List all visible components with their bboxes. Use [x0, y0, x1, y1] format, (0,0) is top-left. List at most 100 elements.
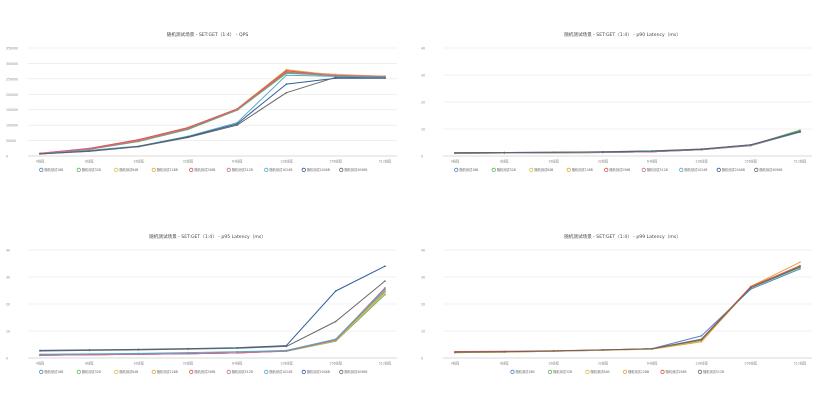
x-tick-label: 8线程	[500, 159, 509, 164]
legend-label[interactable]: 随机测试512B	[703, 369, 724, 374]
legend-marker[interactable]	[716, 167, 721, 172]
data-point	[187, 127, 189, 130]
series-line-9	[39, 76, 386, 155]
legend-marker[interactable]	[114, 369, 119, 374]
data-point	[137, 145, 140, 148]
legend-label[interactable]: 随机测试128B	[628, 369, 649, 374]
legend-marker[interactable]	[39, 369, 44, 374]
legend-marker[interactable]	[114, 167, 119, 172]
legend-marker[interactable]	[189, 369, 194, 374]
series-line-6	[39, 71, 386, 154]
legend-label[interactable]: 随机测试16B	[44, 167, 63, 172]
legend-marker[interactable]	[510, 369, 515, 374]
legend-marker[interactable]	[301, 369, 306, 374]
legend-label[interactable]: 随机测试128B	[157, 167, 178, 172]
y-tick-label: 200000	[6, 93, 18, 97]
legend-marker[interactable]	[660, 369, 665, 374]
legend-label[interactable]: 随机测试16B	[44, 369, 63, 374]
legend-label[interactable]: 随机测试64B	[119, 369, 138, 374]
legend-marker[interactable]	[641, 167, 646, 172]
legend-label[interactable]: 随机测试256B	[666, 369, 687, 374]
legend-marker[interactable]	[76, 369, 81, 374]
data-point	[39, 353, 41, 356]
y-tick-label: 10	[421, 128, 425, 132]
legend-label[interactable]: 随机测试4096B	[759, 167, 782, 172]
legend-marker[interactable]	[339, 369, 344, 374]
legend-label[interactable]: 随机测试128B	[572, 167, 593, 172]
data-point	[334, 76, 337, 79]
legend-label[interactable]: 随机测试32B	[497, 167, 516, 172]
data-point	[552, 151, 555, 154]
y-tick-label: 250000	[6, 77, 18, 81]
legend-marker[interactable]	[566, 167, 571, 172]
legend-label[interactable]: 随机测试1024B	[269, 369, 292, 374]
series-line-8	[39, 265, 386, 351]
x-tick-label: 512线程	[379, 361, 392, 366]
data-point	[285, 74, 288, 76]
legend-marker[interactable]	[491, 167, 496, 172]
y-tick-label: 30	[421, 74, 425, 78]
data-point	[384, 287, 386, 289]
legend-marker[interactable]	[39, 167, 44, 172]
legend-label[interactable]: 随机测试256B	[609, 167, 630, 172]
legend-label[interactable]: 随机测试64B	[591, 369, 610, 374]
x-tick-label: 512线程	[379, 159, 392, 164]
legend-marker[interactable]	[264, 369, 269, 374]
legend-marker[interactable]	[151, 369, 156, 374]
legend-marker[interactable]	[754, 167, 759, 172]
series-line-4	[454, 131, 801, 154]
legend-marker[interactable]	[585, 369, 590, 374]
legend-label[interactable]: 随机测试32B	[553, 369, 572, 374]
data-point	[602, 349, 604, 351]
legend-marker[interactable]	[226, 369, 231, 374]
legend-label[interactable]: 随机测试512B	[232, 369, 253, 374]
legend-label[interactable]: 随机测试256B	[194, 167, 215, 172]
legend-label[interactable]: 随机测试4096B	[344, 369, 367, 374]
legend-label[interactable]: 随机测试128B	[157, 369, 178, 374]
chart-4: 随机测试场景 - SET:GET（1:4） - p99 Latency（ms） 0…	[421, 233, 812, 374]
data-point	[285, 345, 288, 348]
legend-marker[interactable]	[301, 167, 306, 172]
y-tick-label: 300000	[6, 62, 18, 66]
data-point	[384, 280, 386, 282]
legend-marker[interactable]	[226, 167, 231, 172]
legend-label[interactable]: 随机测试2048B	[307, 369, 330, 374]
legend-marker[interactable]	[189, 167, 194, 172]
legend-label[interactable]: 随机测试32B	[82, 369, 101, 374]
legend-label[interactable]: 随机测试1024B	[684, 167, 707, 172]
data-point	[137, 352, 140, 355]
legend-label[interactable]: 随机测试512B	[232, 167, 253, 172]
legend-label[interactable]: 随机测试256B	[194, 369, 215, 374]
legend-marker[interactable]	[622, 369, 628, 374]
legend-marker[interactable]	[547, 369, 553, 374]
series-line-9	[39, 280, 386, 352]
legend-marker[interactable]	[264, 167, 269, 172]
x-tick-label: 16线程	[133, 361, 144, 366]
legend-label[interactable]: 随机测试16B	[516, 369, 535, 374]
legend-label[interactable]: 随机测试2048B	[307, 167, 330, 172]
legend-marker[interactable]	[76, 167, 81, 172]
legend-label[interactable]: 随机测试2048B	[722, 167, 745, 172]
legend-marker[interactable]	[529, 167, 534, 172]
legend-label[interactable]: 随机测试64B	[534, 167, 553, 172]
legend-marker[interactable]	[604, 167, 609, 172]
y-tick-label: 40	[421, 249, 425, 253]
legend-label[interactable]: 随机测试16B	[459, 167, 478, 172]
legend-label[interactable]: 随机测试32B	[82, 167, 101, 172]
legend-marker[interactable]	[454, 167, 459, 172]
legend-label[interactable]: 随机测试1024B	[269, 167, 292, 172]
series-line-3	[39, 71, 386, 154]
legend-label[interactable]: 随机测试4096B	[344, 167, 367, 172]
chart-title: 随机测试场景 - SET:GET（1:4） - p99 Latency（ms）	[564, 233, 681, 240]
legend-marker[interactable]	[151, 167, 156, 172]
legend-label[interactable]: 随机测试512B	[647, 167, 668, 172]
legend-marker[interactable]	[697, 369, 703, 374]
legend-marker[interactable]	[679, 167, 684, 172]
data-point	[799, 268, 801, 270]
data-point	[799, 130, 801, 132]
legend-marker[interactable]	[339, 167, 344, 172]
data-point	[285, 71, 288, 73]
x-tick-label: 32线程	[183, 361, 194, 366]
series-line-7	[39, 74, 386, 155]
legend-label[interactable]: 随机测试64B	[119, 167, 138, 172]
